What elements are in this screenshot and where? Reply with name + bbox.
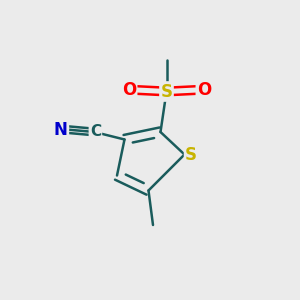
- Text: S: S: [160, 82, 172, 100]
- Text: S: S: [185, 146, 197, 164]
- Text: O: O: [197, 81, 211, 99]
- Text: N: N: [54, 121, 68, 139]
- Text: C: C: [90, 124, 101, 139]
- Text: O: O: [122, 81, 136, 99]
